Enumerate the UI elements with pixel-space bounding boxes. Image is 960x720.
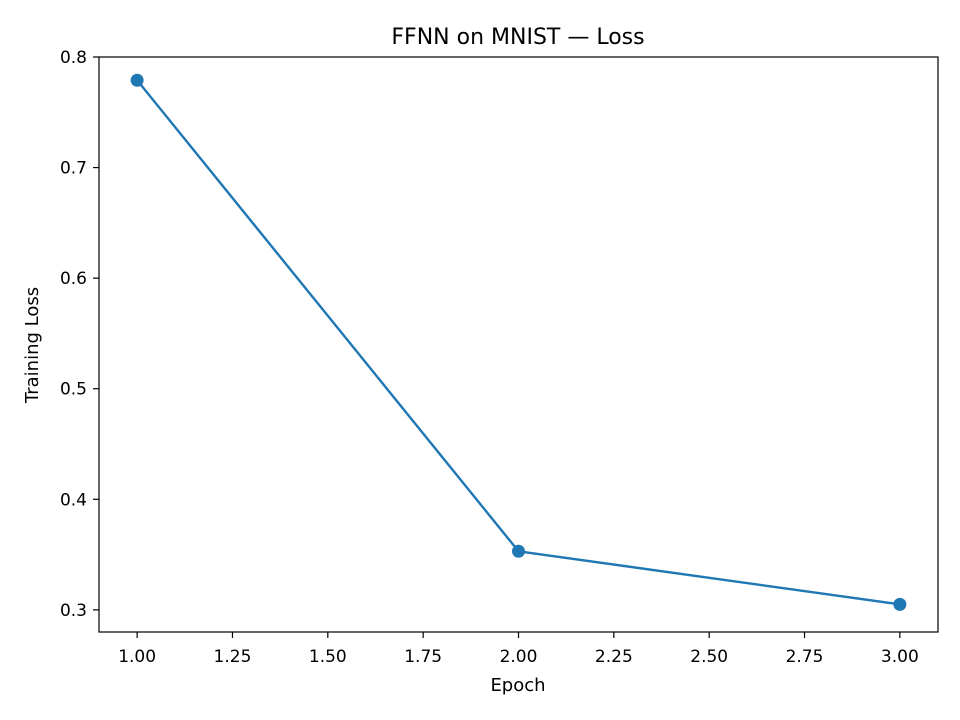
x-tick-label: 2.75 [786,647,824,667]
series-layer [130,73,907,611]
x-axis-label: Epoch [490,675,545,696]
data-point [130,73,144,87]
y-axis-label: Training Loss [22,287,43,404]
x-tick-label: 1.75 [404,647,442,667]
y-tick-label: 0.6 [60,269,87,289]
x-tick-label: 1.00 [118,647,156,667]
x-tick-label: 2.00 [500,647,538,667]
x-tick-label: 1.50 [309,647,347,667]
x-axis: 1.00 1.25 1.50 1.75 2.00 2.25 2.50 2.75 3.00 [118,632,919,667]
y-tick-label: 0.3 [60,601,87,621]
x-tick-label: 1.25 [214,647,252,667]
x-tick-label: 2.50 [690,647,728,667]
series-line [135,79,902,606]
x-tick-label: 3.00 [881,647,919,667]
y-axis: 0.3 0.4 0.5 0.6 0.7 0.8 [60,48,99,621]
y-tick-label: 0.7 [60,159,87,179]
chart-title: FFNN on MNIST — Loss [391,25,644,50]
y-tick-label: 0.4 [60,490,87,510]
data-point [893,597,907,611]
x-tick-label: 2.25 [595,647,633,667]
y-tick-label: 0.8 [60,48,87,68]
data-point [512,544,525,558]
y-tick-label: 0.5 [60,380,87,400]
